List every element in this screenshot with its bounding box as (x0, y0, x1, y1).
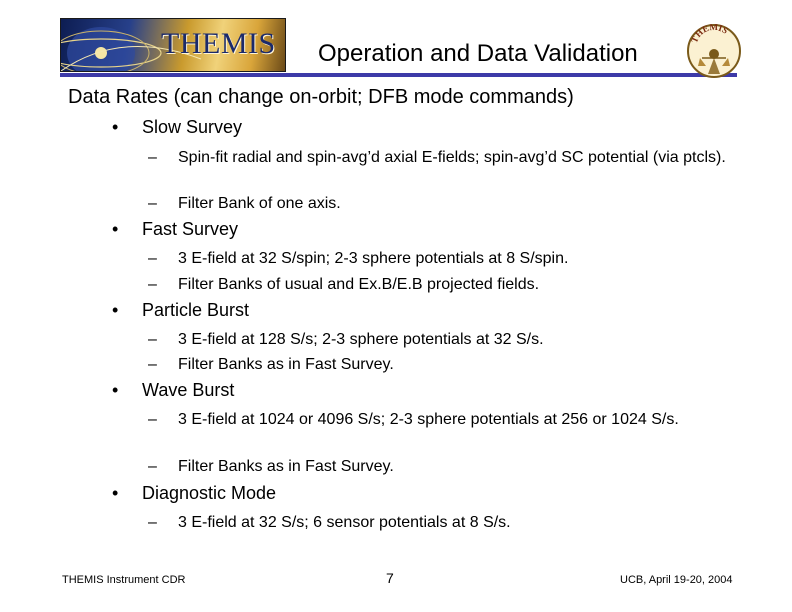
themis-mission-logo-icon: THEMIS (687, 22, 741, 78)
title-divider (60, 73, 737, 77)
sub-item-text: Spin-fit radial and spin-avg’d axial E-f… (178, 149, 726, 166)
dash-icon: – (148, 458, 157, 475)
sub-item-text: 3 E-field at 128 S/s; 2-3 sphere potenti… (178, 331, 544, 348)
bullet-icon: • (112, 117, 119, 137)
bullet-icon: • (112, 380, 119, 400)
bullet-icon: • (112, 219, 119, 239)
slide-title: Operation and Data Validation (318, 40, 638, 67)
footer-right-text: UCB, April 19-20, 2004 (620, 574, 733, 586)
earth-orbit-illustration-icon (61, 27, 202, 71)
bullet-label: Fast Survey (142, 219, 239, 239)
banner-title: THEMIS (161, 27, 276, 60)
sub-item-text: Filter Bank of one axis. (178, 195, 341, 212)
bullet-label: Diagnostic Mode (142, 483, 277, 503)
sub-item-text: Filter Banks as in Fast Survey. (178, 458, 394, 475)
bullet-label: Wave Burst (142, 380, 235, 400)
dash-icon: – (148, 331, 157, 348)
sub-item-text: Filter Banks of usual and Ex.B/E.B proje… (178, 276, 540, 293)
section-heading: Data Rates (can change on-orbit; DFB mod… (68, 86, 574, 108)
page-number: 7 (386, 570, 394, 586)
sub-item-text: 3 E-field at 32 S/spin; 2-3 sphere poten… (178, 250, 569, 267)
dash-icon: – (148, 276, 157, 293)
dash-icon: – (148, 356, 157, 373)
sub-item-text: 3 E-field at 32 S/s; 6 sensor potentials… (178, 514, 511, 531)
dash-icon: – (148, 195, 157, 212)
bullet-label: Particle Burst (142, 300, 250, 320)
dash-icon: – (148, 514, 157, 531)
dash-icon: – (148, 411, 157, 428)
dash-icon: – (148, 250, 157, 267)
bullet-label: Slow Survey (142, 117, 243, 137)
themis-banner: THEMIS (60, 18, 286, 72)
sub-item-text: Filter Banks as in Fast Survey. (178, 356, 394, 373)
bullet-icon: • (112, 483, 119, 503)
footer-left-text: THEMIS Instrument CDR (62, 574, 186, 586)
dash-icon: – (148, 149, 157, 166)
bullet-icon: • (112, 300, 119, 320)
sub-item-text: 3 E-field at 1024 or 4096 S/s; 2-3 spher… (178, 411, 679, 428)
